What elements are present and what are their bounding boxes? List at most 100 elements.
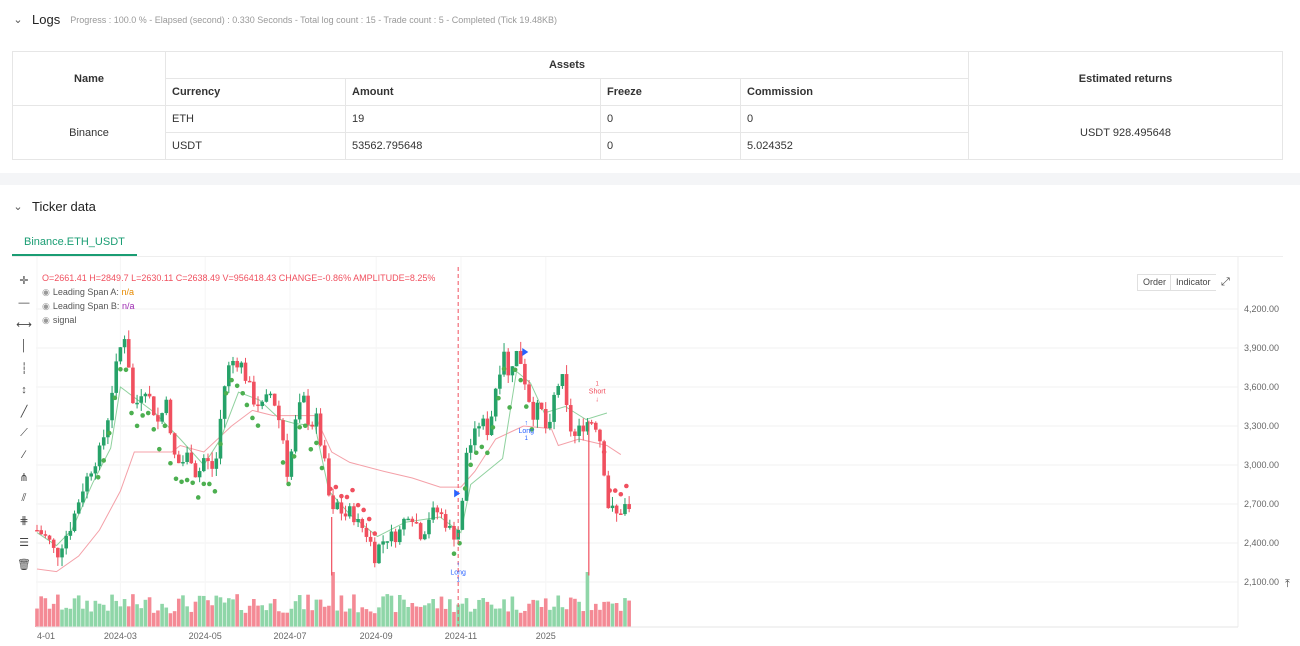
ohlc-text: O=2661.41 H=2849.7 L=2630.11 C=2638.49 V…: [42, 273, 436, 283]
candle-body: [60, 548, 64, 558]
volume-bar: [64, 607, 68, 627]
price-range-icon[interactable]: ⋔: [19, 471, 29, 484]
scroll-to-latest-icon[interactable]: ⤒: [1280, 576, 1295, 593]
volume-bar: [39, 596, 43, 627]
fullscreen-icon[interactable]: ⤢: [1216, 274, 1235, 291]
volume-bar: [126, 606, 131, 627]
parallel-channel-icon[interactable]: ⫽: [21, 492, 27, 505]
volume-bar: [481, 598, 485, 627]
volume-bar: [360, 607, 365, 627]
signal-dot: [308, 446, 314, 452]
logs-header[interactable]: ⌄ Logs Progress : 100.0 % - Elapsed (sec…: [12, 12, 557, 27]
long-marker-arrow: ↑: [456, 561, 460, 568]
vertical-arrow-icon[interactable]: ↕: [21, 383, 27, 396]
volume-bar: [581, 611, 586, 627]
trend-line-icon[interactable]: ╱: [20, 406, 28, 419]
tab-underline: [12, 256, 1283, 257]
long-marker-label: Long: [450, 569, 466, 576]
candle-body: [327, 458, 331, 496]
horizontal-line-icon[interactable]: —: [18, 296, 30, 309]
candle-body: [477, 426, 481, 429]
volume-bar: [619, 610, 623, 627]
order-button[interactable]: Order: [1137, 274, 1173, 291]
short-signal-dot: [333, 484, 339, 490]
eye-icon[interactable]: ◉: [42, 301, 50, 311]
candle-body: [168, 399, 173, 434]
legend-span-b[interactable]: ◉ Leading Span B: n/a: [42, 301, 134, 312]
candle-body: [47, 535, 52, 540]
volume-bar: [598, 609, 602, 627]
volume-bar: [101, 604, 106, 627]
candle-body: [468, 445, 473, 453]
short-signal-dot: [372, 531, 378, 536]
volume-bar: [197, 595, 202, 627]
ticker-header[interactable]: ⌄ Ticker data: [12, 199, 95, 214]
drawing-toolbar: ✛ — ⟷ │ ┆ ↕ ╱ ⟋ ∕ ⋔ ⫽ ⋕ ☰ 🗑: [14, 270, 34, 575]
volume-bar: [393, 612, 398, 627]
collapse-chevron-icon[interactable]: ⌄: [13, 201, 23, 213]
volume-bar: [160, 603, 164, 627]
candle-body: [498, 374, 502, 389]
extended-line-icon[interactable]: ∕: [23, 449, 25, 462]
table-row: USDT 53562.795648 0 5.024352: [13, 132, 1283, 160]
pitchfork-icon[interactable]: ⋕: [19, 515, 29, 528]
volume-bar: [368, 611, 373, 627]
signal-dot: [507, 405, 512, 410]
signal-dot: [291, 454, 297, 459]
vertical-line-icon[interactable]: │: [20, 340, 28, 353]
signal-dot: [157, 446, 162, 452]
volume-bar: [43, 598, 48, 627]
candle-body: [598, 429, 602, 442]
volume-bar: [181, 595, 185, 627]
candle-body: [164, 399, 169, 414]
candle-body: [377, 544, 381, 564]
legend-signal[interactable]: ◉ signal: [42, 315, 76, 326]
candle-body: [397, 529, 402, 543]
collapse-chevron-icon[interactable]: ⌄: [13, 14, 23, 26]
long-flag-icon: [454, 489, 461, 498]
volume-bar: [239, 610, 244, 627]
signal-dot: [179, 479, 184, 485]
horizontal-ray-icon[interactable]: ⟷: [16, 318, 32, 331]
tab-eth-usdt[interactable]: Binance.ETH_USDT: [12, 229, 137, 256]
candle-body: [623, 504, 627, 515]
signal-dot: [240, 391, 246, 396]
volume-bar: [610, 603, 615, 627]
ray-line-icon[interactable]: ⟋: [20, 426, 28, 439]
volume-bar: [93, 600, 98, 627]
candle-body: [347, 506, 352, 517]
vertical-segment-icon[interactable]: ┆: [20, 362, 28, 375]
signal-dot: [451, 551, 457, 556]
volume-bar: [114, 600, 119, 627]
volume-bar: [506, 611, 511, 627]
candle-body: [331, 495, 335, 510]
volume-bar: [623, 598, 627, 627]
volume-bar: [156, 610, 160, 627]
volume-bar: [356, 612, 360, 627]
candle-body: [423, 534, 427, 540]
volume-bar: [406, 606, 410, 627]
price-chart[interactable]: ↑Long1↑Long11Short↓2,100.002,400.002,700…: [0, 257, 1300, 646]
volume-bar: [143, 599, 148, 627]
volume-bar: [372, 613, 377, 627]
candle-body: [518, 350, 523, 364]
crosshair-icon[interactable]: ✛: [19, 275, 29, 288]
volume-bar: [135, 604, 139, 627]
x-tick-label: 2024-05: [189, 631, 222, 641]
volume-bar: [539, 606, 544, 627]
fib-retracement-icon[interactable]: ☰: [19, 536, 29, 549]
volume-bar: [252, 599, 256, 627]
delete-icon[interactable]: 🗑: [17, 558, 31, 571]
legend-span-a[interactable]: ◉ Leading Span A: n/a: [42, 287, 134, 298]
candle-body: [97, 445, 102, 467]
candle-body: [64, 535, 68, 549]
eye-icon[interactable]: ◉: [42, 287, 50, 297]
candle-body: [510, 366, 515, 376]
eye-icon[interactable]: ◉: [42, 315, 50, 325]
signal-dot: [168, 460, 173, 466]
signal-dot: [195, 495, 201, 500]
volume-bar: [593, 603, 598, 627]
volume-bar: [347, 608, 352, 627]
indicator-button[interactable]: Indicator: [1170, 274, 1217, 291]
x-tick-label: 4-01: [37, 631, 55, 641]
